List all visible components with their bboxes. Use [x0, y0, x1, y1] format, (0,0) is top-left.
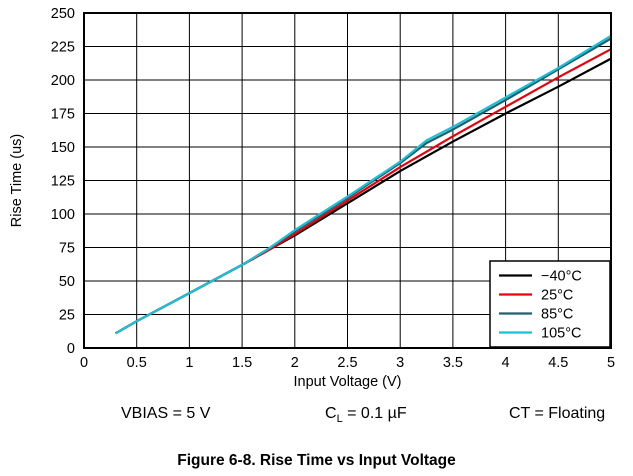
- y-tick-label: 75: [59, 241, 75, 257]
- y-tick-label: 25: [59, 308, 75, 324]
- series-lines: [115, 34, 612, 335]
- legend: −40°C 25°C 85°C 105°C: [489, 260, 611, 348]
- condition-cl-value: = 0.1 µF: [342, 405, 407, 422]
- condition-vbias: VBIAS = 5 V: [121, 405, 211, 422]
- condition-load-capacitance: CL = 0.1 µF: [325, 405, 407, 425]
- x-tick-label: 2.5: [337, 355, 357, 371]
- y-tick-label: 225: [51, 40, 75, 56]
- y-tick-label: 200: [51, 73, 75, 89]
- y-tick-label: 250: [51, 6, 75, 22]
- plot-frame: [83, 12, 612, 349]
- rise-time-chart: 0 0.5 1 1.5 2 2.5 3 3.5 4 4.5 50255075100125150175…: [9, 6, 615, 390]
- legend-label: 25°C: [541, 288, 573, 304]
- legend-label: −40°C: [541, 269, 582, 285]
- y-axis-label: Rise Time (us): [9, 134, 25, 227]
- y-tick-label: 100: [51, 207, 75, 223]
- x-tick-label: 4.5: [548, 355, 568, 371]
- x-tick-label: 2: [291, 355, 299, 371]
- y-tick-label: 125: [51, 174, 75, 190]
- x-axis-label: Input Voltage (V): [293, 374, 401, 390]
- legend-label: 105°C: [541, 326, 581, 342]
- x-tick-label: 1.5: [232, 355, 252, 371]
- x-tick-label: 4: [502, 355, 510, 371]
- tick-labels: 0 0.5 1 1.5 2 2.5 3 3.5 4 4.5 50255075100125150175…: [51, 6, 615, 371]
- series-line: [115, 34, 612, 335]
- condition-cl-prefix: C: [325, 405, 337, 422]
- x-tick-label: 3: [396, 355, 404, 371]
- x-tick-label: 0.5: [127, 355, 147, 371]
- x-tick-label: 1: [185, 355, 193, 371]
- y-tick-label: 175: [51, 107, 75, 123]
- x-tick-label: 3.5: [443, 355, 463, 371]
- condition-ct: CT = Floating: [509, 405, 606, 422]
- legend-label: 85°C: [541, 307, 573, 323]
- figure-caption: Figure 6-8. Rise Time vs Input Voltage: [177, 452, 456, 469]
- x-tick-label: 5: [607, 355, 615, 371]
- y-tick-label: 50: [59, 274, 75, 290]
- y-tick-label: 150: [51, 140, 75, 156]
- condition-cl-subscript: L: [336, 413, 343, 426]
- y-tick-label: 0: [67, 341, 75, 357]
- x-tick-label: 0: [80, 355, 88, 371]
